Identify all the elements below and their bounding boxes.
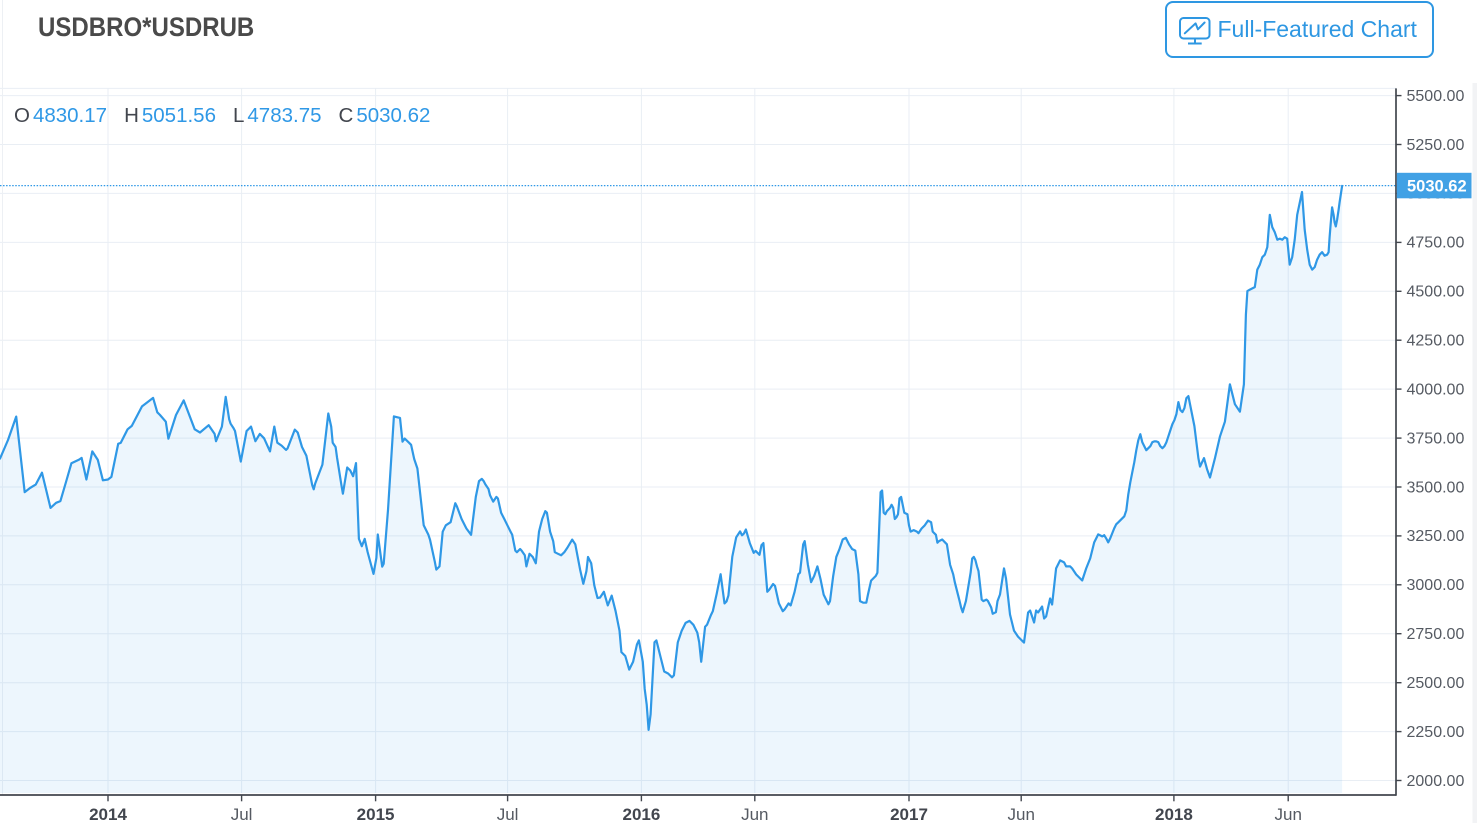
svg-text:2017: 2017 <box>890 805 928 823</box>
svg-text:5500.00: 5500.00 <box>1407 88 1465 105</box>
svg-text:5250.00: 5250.00 <box>1407 137 1465 154</box>
svg-text:2015: 2015 <box>357 805 395 823</box>
svg-text:4500.00: 4500.00 <box>1407 284 1465 301</box>
svg-text:Jul: Jul <box>231 805 253 823</box>
svg-text:2018: 2018 <box>1155 805 1193 823</box>
svg-text:Jul: Jul <box>497 805 519 823</box>
svg-text:2250.00: 2250.00 <box>1407 724 1465 741</box>
svg-text:2000.00: 2000.00 <box>1407 773 1465 790</box>
svg-text:2016: 2016 <box>622 805 660 823</box>
svg-text:Jun: Jun <box>1274 805 1301 823</box>
svg-text:Jun: Jun <box>1007 805 1034 823</box>
svg-text:4750.00: 4750.00 <box>1407 235 1465 252</box>
svg-text:3000.00: 3000.00 <box>1407 577 1465 594</box>
svg-text:2014: 2014 <box>89 805 127 823</box>
svg-text:Jun: Jun <box>741 805 768 823</box>
svg-text:3500.00: 3500.00 <box>1407 479 1465 496</box>
svg-text:5030.62: 5030.62 <box>1407 178 1467 196</box>
svg-text:4250.00: 4250.00 <box>1407 333 1465 350</box>
svg-text:4000.00: 4000.00 <box>1407 381 1465 398</box>
svg-text:3750.00: 3750.00 <box>1407 430 1465 447</box>
svg-text:3250.00: 3250.00 <box>1407 528 1465 545</box>
svg-text:2750.00: 2750.00 <box>1407 626 1465 643</box>
svg-text:2500.00: 2500.00 <box>1407 675 1465 692</box>
